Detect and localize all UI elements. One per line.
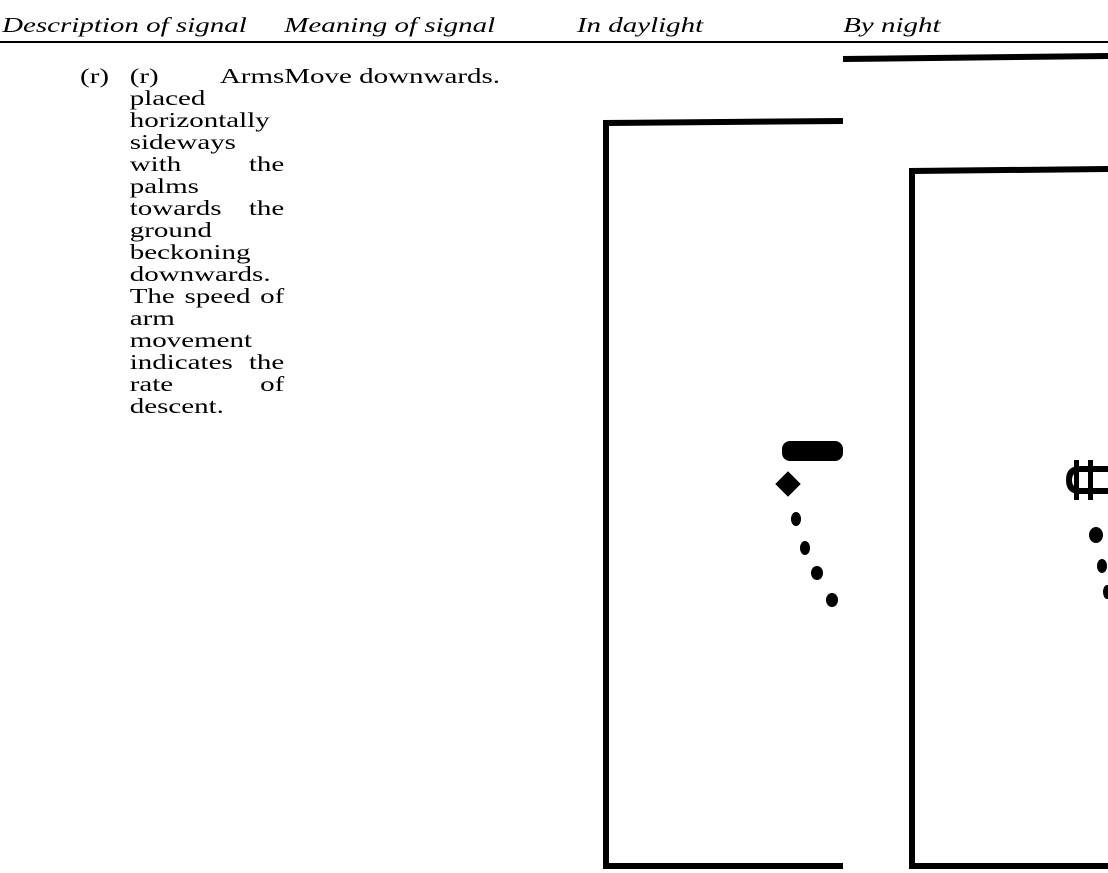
motion-dot bbox=[1089, 527, 1103, 543]
motion-dot bbox=[826, 593, 838, 607]
column-header: Meaning of signal bbox=[284, 13, 496, 37]
motion-dot bbox=[1097, 559, 1107, 573]
wand bbox=[1066, 466, 1108, 494]
header-rule bbox=[0, 41, 1108, 43]
frame-edge bbox=[842, 53, 1108, 62]
signal-description: (r) Arms placed horizontally sideways wi… bbox=[129, 64, 285, 418]
signal-meaning: Move downwards. bbox=[284, 64, 500, 88]
motion-dot bbox=[1103, 585, 1108, 599]
arm bbox=[782, 441, 843, 461]
column-header: Description of signal bbox=[2, 13, 247, 37]
daylight-figure bbox=[603, 118, 844, 869]
night-arm bbox=[1066, 460, 1108, 599]
column-header: In daylight bbox=[576, 13, 704, 37]
column-header: By night bbox=[843, 13, 941, 37]
motion-dot bbox=[800, 541, 810, 555]
figure-frame bbox=[909, 166, 1108, 869]
motion-dot bbox=[811, 566, 823, 580]
motion-dot bbox=[791, 512, 801, 526]
wand-bar bbox=[1088, 460, 1093, 500]
wand-bar bbox=[1074, 460, 1079, 500]
night-figure bbox=[842, 53, 1108, 869]
hand bbox=[775, 471, 801, 497]
daylight-arm bbox=[775, 441, 843, 607]
figure-frame bbox=[603, 118, 844, 869]
row-label: (r) bbox=[80, 64, 109, 88]
